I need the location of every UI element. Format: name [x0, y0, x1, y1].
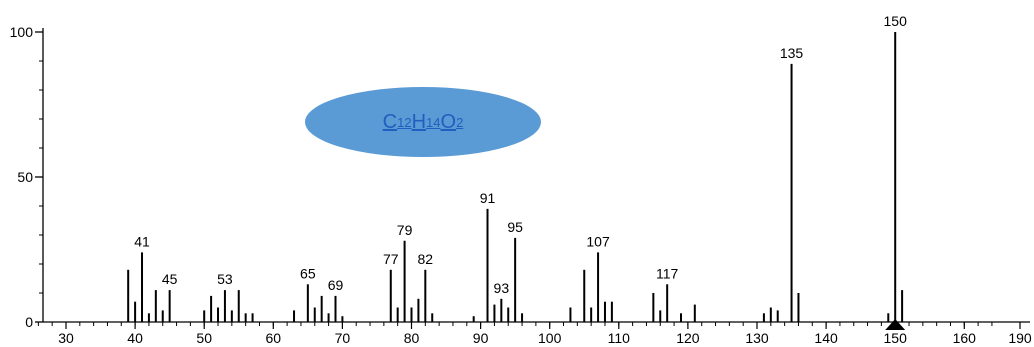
peak-label: 41	[134, 233, 150, 249]
peak-label: 117	[656, 265, 679, 281]
x-tick-label: 70	[335, 330, 351, 346]
peak-label: 53	[217, 271, 233, 287]
formula-h: H	[411, 110, 427, 133]
peak-label: 150	[884, 13, 908, 29]
x-tick-label: 130	[745, 330, 769, 346]
peak-bars	[127, 32, 906, 330]
x-tick-label: 60	[266, 330, 282, 346]
molecular-formula[interactable]: C 12 H 14 O 2	[305, 87, 541, 157]
x-tick-label: 140	[814, 330, 838, 346]
peak-label: 95	[507, 219, 523, 235]
peak-label: 93	[494, 280, 510, 296]
formula-ellipse	[305, 87, 541, 157]
axes: 0 50 100 30 40 50 60 70 80 90 100 110 120 130 140 150 16…	[10, 24, 1032, 346]
x-tick-label: 30	[58, 330, 74, 346]
x-tick-label: 100	[538, 330, 562, 346]
peak-label: 69	[328, 277, 344, 293]
x-tick-label: 110	[608, 330, 631, 346]
peak-labels: 41 45 53 65 69 77 79 82 91 93 95 107 117 135 150	[134, 13, 907, 296]
y-tick-label: 100	[10, 24, 34, 40]
x-tick-label: 80	[404, 330, 420, 346]
formula-o-count: 2	[456, 114, 464, 130]
peak-label: 91	[480, 190, 496, 206]
peak-label: 77	[383, 251, 399, 267]
x-tick-label: 50	[196, 330, 212, 346]
peak-label: 79	[397, 222, 413, 238]
x-tick-label: 120	[676, 330, 700, 346]
formula-c: C	[382, 110, 398, 133]
formula-c-count: 12	[397, 114, 412, 130]
formula-o: O	[440, 110, 457, 133]
y-tick-label: 0	[25, 314, 33, 330]
x-tick-label: 90	[473, 330, 489, 346]
x-tick-label: 160	[953, 330, 977, 346]
formula-badge: C 12 H 14 O 2	[305, 87, 541, 157]
x-tick-label: 40	[127, 330, 143, 346]
peak-label: 135	[780, 45, 804, 61]
x-tick-label: 150	[884, 330, 908, 346]
formula-h-count: 14	[426, 114, 441, 130]
peak-label: 45	[162, 271, 178, 287]
peak-label: 107	[586, 233, 610, 249]
peak-label: 65	[300, 265, 316, 281]
peak-label: 82	[418, 251, 434, 267]
x-tick-label: 190	[1008, 330, 1032, 346]
y-tick-label: 50	[17, 169, 33, 185]
precursor-marker-icon	[885, 319, 906, 330]
